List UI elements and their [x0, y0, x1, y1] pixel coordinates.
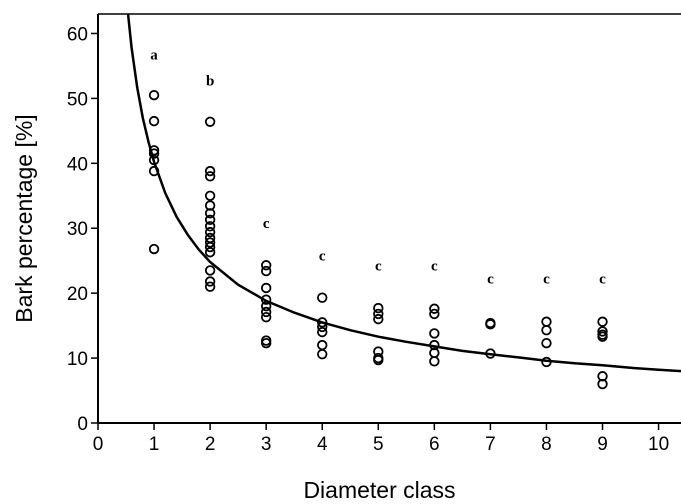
data-point-28 [260, 306, 272, 318]
y-tick-label-4: 40 [67, 154, 88, 175]
data-point-8 [204, 165, 216, 177]
x-tick-label-3: 3 [261, 434, 272, 455]
y-tick-label-2: 20 [67, 284, 88, 305]
data-point-39 [373, 308, 384, 320]
x-tick-label-5: 5 [373, 434, 384, 455]
data-point-24 [260, 265, 272, 277]
data-point-46 [429, 328, 440, 339]
data-point-0 [148, 89, 160, 101]
data-point-9 [204, 171, 216, 182]
fit-curve [126, 14, 681, 373]
data-point-13 [204, 214, 216, 225]
data-point-26 [260, 294, 272, 305]
group-letter-2: c [263, 216, 270, 232]
data-point-2 [148, 145, 160, 156]
group-letter-4: c [375, 258, 382, 274]
data-point-33 [317, 317, 328, 328]
data-point-31 [260, 337, 272, 349]
x-tick-label-1: 1 [149, 434, 160, 455]
data-point-34 [317, 321, 328, 333]
data-point-10 [204, 190, 216, 201]
data-point-4 [148, 154, 160, 166]
data-point-44 [429, 303, 440, 314]
data-point-3 [148, 148, 160, 159]
plot-area: 0 1 2 3 4 5 6 7 8 9 10 0 10 20 30 40 50 60 a b c c c c c c c [67, 13, 681, 455]
data-point-56 [541, 356, 552, 368]
data-point-62 [597, 378, 608, 390]
data-point-36 [317, 339, 328, 351]
data-point-40 [373, 313, 384, 325]
x-tick-label-4: 4 [317, 434, 328, 455]
data-point-14 [204, 221, 216, 232]
data-point-22 [204, 281, 216, 292]
data-point-37 [317, 348, 328, 360]
data-point-23 [260, 260, 272, 271]
data-point-15 [204, 226, 216, 238]
data-point-32 [317, 292, 328, 303]
data-point-55 [541, 337, 552, 349]
data-point-1 [148, 115, 160, 127]
y-axis-title: Bark percentage [%] [11, 114, 37, 322]
data-point-12 [204, 208, 216, 219]
x-tick-label-8: 8 [541, 434, 552, 455]
data-point-5 [148, 165, 160, 177]
group-letter-5: c [431, 258, 438, 274]
group-letter-7: c [543, 271, 550, 287]
group-letter-3: c [319, 249, 326, 265]
data-point-7 [204, 116, 216, 127]
x-tick-label-10: 10 [648, 434, 669, 455]
data-point-51 [485, 319, 496, 330]
data-point-45 [429, 308, 440, 320]
y-tick-label-5: 50 [67, 89, 88, 110]
data-point-43 [373, 354, 384, 366]
group-letter-8: c [599, 271, 606, 287]
y-tick-label-1: 10 [67, 349, 88, 370]
x-axis-title: Diameter class [303, 477, 455, 503]
data-point-19 [204, 247, 216, 258]
data-point-18 [204, 241, 216, 253]
data-point-25 [260, 282, 272, 294]
group-letter-1: b [206, 73, 214, 89]
data-point-52 [485, 348, 496, 359]
data-point-17 [204, 237, 216, 248]
data-point-57 [597, 316, 608, 327]
y-tick-label-6: 60 [67, 24, 88, 45]
y-tick-label-0: 0 [77, 414, 88, 435]
data-point-38 [373, 302, 384, 314]
data-point-6 [148, 243, 160, 255]
y-tick-label-3: 30 [67, 219, 88, 240]
data-point-29 [260, 311, 272, 323]
data-point-60 [597, 331, 608, 342]
x-tick-label-7: 7 [485, 434, 496, 455]
data-point-35 [317, 326, 328, 338]
x-tick-label-2: 2 [205, 434, 216, 455]
group-letter-0: a [150, 47, 158, 63]
x-tick-label-9: 9 [597, 434, 608, 455]
data-point-20 [204, 265, 216, 276]
x-tick-label-0: 0 [93, 434, 104, 455]
data-point-21 [204, 276, 216, 287]
group-letter-6: c [487, 271, 494, 287]
data-point-58 [597, 326, 608, 337]
data-point-53 [541, 316, 552, 327]
data-point-27 [260, 300, 272, 312]
x-tick-label-6: 6 [429, 434, 440, 455]
data-point-54 [541, 324, 552, 336]
data-point-49 [429, 356, 440, 367]
